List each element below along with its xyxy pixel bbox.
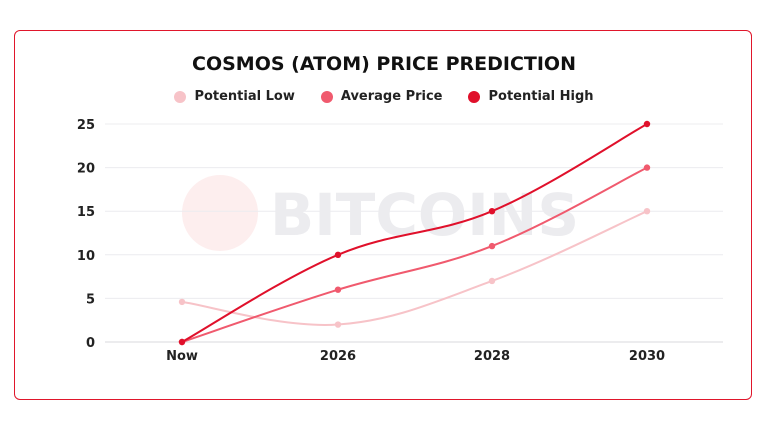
legend-marker [174,90,187,103]
x-tick-label: 2030 [629,349,665,364]
legend: Potential Low Average Price Potential Hi… [0,89,768,104]
y-tick-label: 15 [77,205,95,220]
legend-label: Potential Low [194,89,295,104]
y-tick-label: 10 [77,249,95,264]
y-tick-label: 20 [77,162,95,177]
data-point [334,251,342,258]
data-point [488,277,496,285]
data-point [488,242,496,250]
legend-marker [468,90,481,103]
legend-item-low: Potential Low [174,89,295,104]
chart-frame [14,30,752,400]
series-line [181,210,648,326]
x-tick-label: 2026 [320,349,356,364]
series-line [181,166,648,343]
data-point [334,321,342,328]
series-line [181,123,648,343]
y-tick-label: 25 [77,118,95,133]
data-point [178,298,186,306]
x-tick-label: Now [166,349,198,364]
data-point [488,208,496,215]
data-point [643,208,651,215]
legend-label: Average Price [340,89,443,104]
data-point [178,338,186,346]
data-point [334,286,342,293]
x-tick-label: 2028 [474,349,510,364]
watermark-text: BITCOINS [270,181,579,249]
watermark: BITCOINS [182,175,579,251]
y-tick-label: 0 [86,336,95,351]
y-tick-label: 5 [86,292,95,307]
chart-title: COSMOS (ATOM) PRICE PREDICTION [192,53,576,75]
data-point [643,164,651,171]
legend-marker [320,90,333,103]
legend-item-high: Potential High [468,89,594,104]
legend-label: Potential High [488,89,594,104]
data-point [643,120,651,128]
legend-item-average: Average Price [320,89,443,104]
